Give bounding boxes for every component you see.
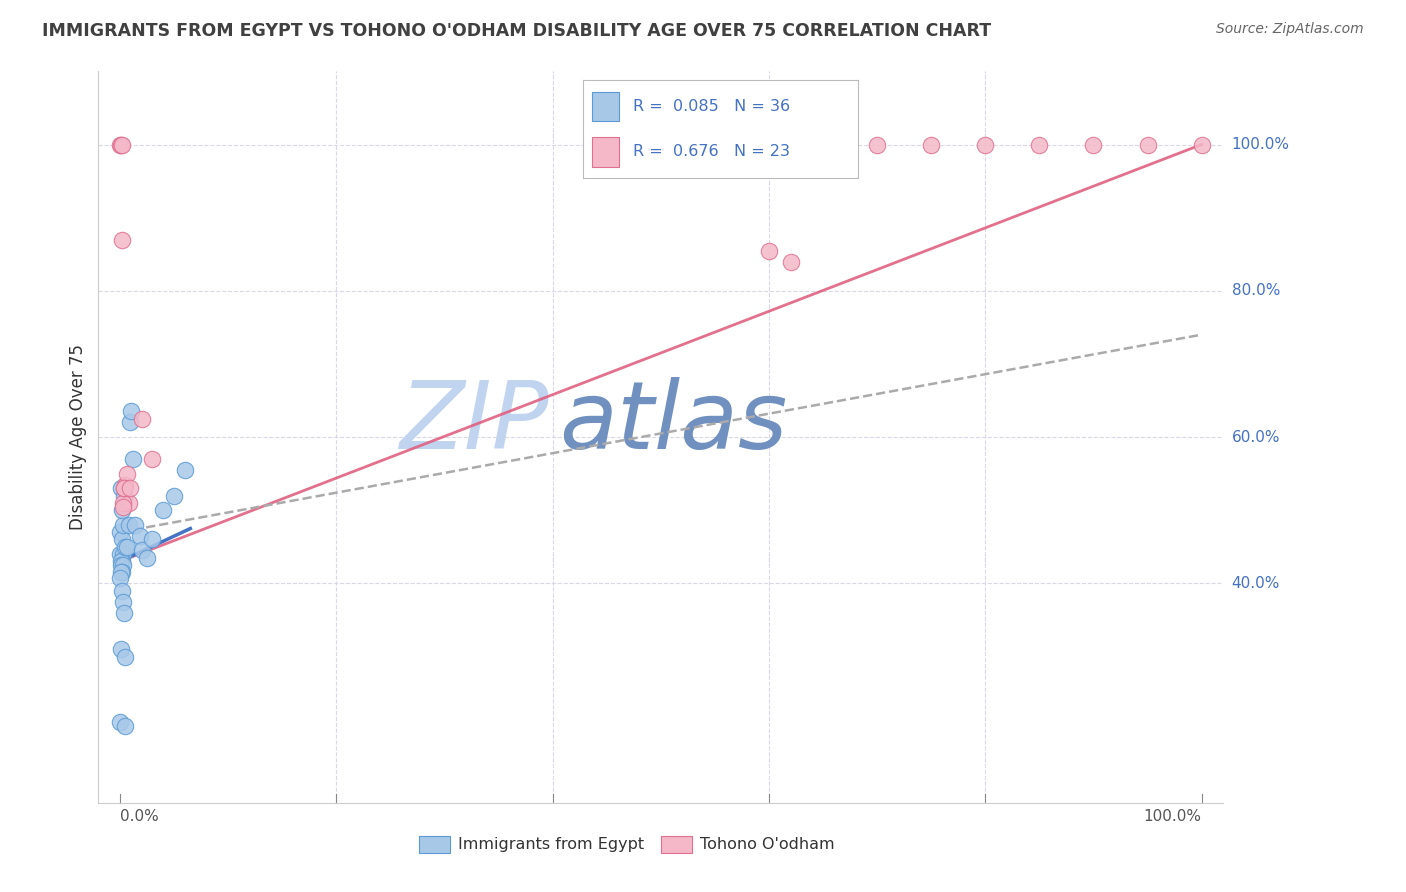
Point [974, 137, 997, 152]
Point [108, 525, 131, 540]
Y-axis label: Disability Age Over 75: Disability Age Over 75 [69, 344, 87, 530]
Text: Immigrants from Egypt: Immigrants from Egypt [458, 837, 644, 852]
Point [131, 412, 153, 426]
Point [136, 550, 159, 565]
Point [110, 642, 132, 657]
Point [110, 558, 132, 573]
Point [174, 463, 197, 477]
Point [118, 496, 141, 510]
Text: R =  0.676   N = 23: R = 0.676 N = 23 [633, 145, 790, 160]
Point [1083, 137, 1105, 152]
Point [108, 715, 131, 730]
Point [114, 649, 136, 664]
Point [115, 467, 138, 481]
Point [112, 489, 135, 503]
Point [112, 594, 135, 608]
Point [122, 452, 145, 467]
Point [108, 547, 131, 561]
Point [779, 254, 801, 268]
Text: atlas: atlas [560, 377, 787, 468]
Point [111, 554, 134, 568]
Point [112, 481, 135, 495]
Point [112, 500, 135, 514]
Text: 80.0%: 80.0% [1232, 284, 1279, 298]
Text: ZIP: ZIP [399, 377, 548, 468]
Point [112, 481, 135, 495]
Text: 100.0%: 100.0% [1143, 809, 1202, 823]
Text: 60.0%: 60.0% [1232, 430, 1279, 444]
Point [163, 489, 186, 503]
Point [124, 517, 146, 532]
FancyBboxPatch shape [592, 137, 619, 167]
Point [111, 233, 134, 247]
Point [112, 606, 135, 620]
Point [758, 244, 780, 258]
Point [114, 477, 136, 491]
Point [111, 503, 134, 517]
Text: 40.0%: 40.0% [1232, 576, 1279, 591]
Point [120, 404, 142, 418]
Text: 0.0%: 0.0% [120, 809, 159, 823]
FancyBboxPatch shape [592, 92, 619, 121]
Point [118, 416, 141, 430]
Point [1028, 137, 1050, 152]
Point [110, 137, 132, 152]
Point [112, 496, 135, 510]
Point [866, 137, 889, 152]
Point [111, 533, 134, 547]
Point [118, 481, 141, 495]
Point [1136, 137, 1159, 152]
Point [115, 540, 138, 554]
Point [111, 583, 134, 598]
Bar [661, 837, 692, 853]
Text: Source: ZipAtlas.com: Source: ZipAtlas.com [1216, 22, 1364, 37]
Point [1191, 137, 1213, 152]
Point [111, 566, 134, 580]
Point [131, 543, 153, 558]
Point [111, 137, 134, 152]
Text: R =  0.085   N = 36: R = 0.085 N = 36 [633, 99, 790, 114]
Point [108, 137, 131, 152]
Point [110, 566, 132, 580]
Point [108, 570, 131, 584]
Point [118, 517, 141, 532]
Point [920, 137, 942, 152]
Point [141, 533, 163, 547]
Point [141, 452, 163, 467]
Text: IMMIGRANTS FROM EGYPT VS TOHONO O'ODHAM DISABILITY AGE OVER 75 CORRELATION CHART: IMMIGRANTS FROM EGYPT VS TOHONO O'ODHAM … [42, 22, 991, 40]
Point [110, 481, 132, 495]
Text: Tohono O'odham: Tohono O'odham [700, 837, 835, 852]
Point [114, 540, 136, 554]
Text: 100.0%: 100.0% [1232, 137, 1289, 152]
Point [112, 517, 135, 532]
Point [110, 554, 132, 568]
Point [152, 503, 174, 517]
Point [128, 529, 150, 543]
Bar [419, 837, 450, 853]
Point [112, 558, 135, 573]
Point [112, 547, 135, 561]
Point [114, 719, 136, 733]
